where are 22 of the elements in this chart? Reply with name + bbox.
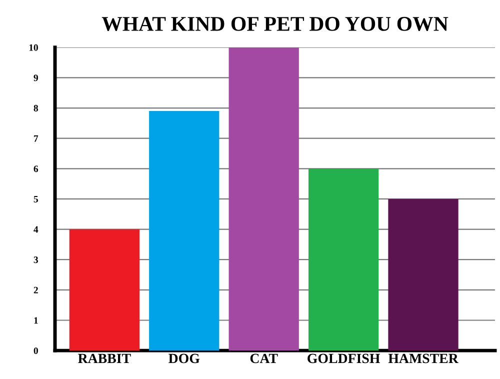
x-tick-label: RABBIT: [78, 354, 131, 364]
y-tick-label: 0: [34, 347, 38, 354]
x-tick-label: GOLDFISH: [308, 354, 380, 364]
y-tick-label: 1: [34, 317, 38, 324]
bar: [308, 168, 379, 351]
y-tick-label: 2: [34, 286, 38, 294]
x-tick-label: DOG: [168, 354, 200, 364]
y-tick-label: 7: [34, 135, 38, 142]
y-tick-label: 8: [34, 104, 38, 112]
bar: [388, 198, 458, 351]
y-tick-label: 6: [34, 166, 38, 172]
y-tick-label: 4: [34, 226, 38, 233]
x-tick-label: HAMSTER: [388, 354, 458, 364]
bar: [149, 111, 220, 351]
chart-title: WHAT KIND OF PET DO YOU OWN: [102, 16, 448, 32]
bar: [228, 47, 299, 351]
y-tick-label: 9: [34, 74, 38, 82]
bar: [69, 229, 140, 351]
y-tick-label: 10: [29, 44, 38, 51]
y-tick-label: 3: [34, 256, 38, 264]
y-tick-label: 5: [34, 196, 38, 202]
x-tick-label: CAT: [250, 354, 278, 364]
